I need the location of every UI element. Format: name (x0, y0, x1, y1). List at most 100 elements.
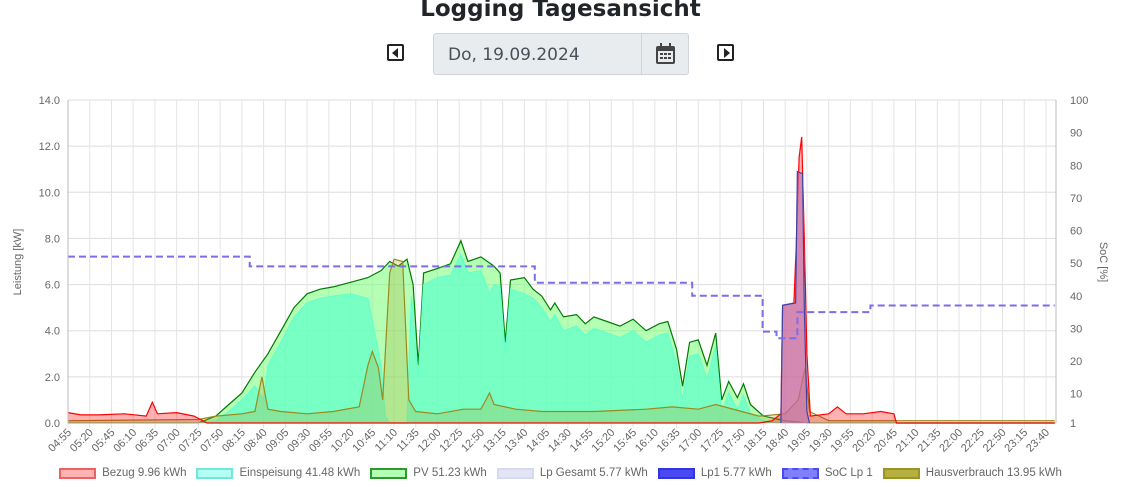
legend-swatch (370, 467, 408, 479)
date-value: Do, 19.09.2024 (448, 45, 580, 65)
x-tick-label: 10:20 (329, 427, 357, 455)
y2-tick-label: 40 (1070, 291, 1082, 303)
date-input[interactable]: Do, 19.09.2024 (433, 33, 689, 75)
x-tick-label: 07:50 (198, 427, 226, 455)
legend-item[interactable]: PV 51.23 kWh (370, 467, 487, 479)
next-day-button[interactable] (717, 44, 734, 61)
x-tick-label: 22:25 (959, 427, 987, 455)
legend-label: Hausverbrauch 13.95 kWh (925, 467, 1062, 479)
x-tick-label: 23:15 (1002, 427, 1030, 455)
y-tick-label: 8.0 (45, 233, 60, 245)
series-line-lp1 (780, 170, 811, 424)
x-tick-label: 12:50 (459, 427, 487, 455)
legend-label: SoC Lp 1 (824, 467, 873, 479)
legend-swatch (196, 467, 234, 479)
legend-item[interactable]: Einspeisung 41.48 kWh (196, 467, 360, 479)
x-tick-label: 20:20 (850, 427, 878, 455)
x-tick-label: 10:45 (350, 427, 378, 455)
x-tick-label: 17:00 (676, 427, 704, 455)
legend-swatch (882, 467, 920, 479)
x-tick-label: 06:10 (111, 427, 139, 455)
legend-item[interactable]: Lp Gesamt 5.77 kWh (496, 467, 648, 479)
y2-tick-label: 1 (1070, 418, 1076, 430)
x-tick-label: 21:10 (894, 427, 922, 455)
y-tick-label: 6.0 (45, 280, 60, 292)
y2-tick-label: 90 (1070, 128, 1082, 140)
x-tick-label: 08:15 (220, 427, 248, 455)
x-tick-label: 18:15 (742, 427, 770, 455)
x-tick-label: 21:35 (916, 427, 944, 455)
x-tick-label: 19:05 (785, 427, 813, 455)
legend-label: PV 51.23 kWh (413, 467, 487, 479)
series-line-einspeisung (68, 253, 1055, 424)
x-tick-label: 07:25 (177, 427, 205, 455)
y2-tick-label: 100 (1070, 95, 1088, 107)
x-tick-label: 17:25 (698, 427, 726, 455)
energy-chart: 0.0 2.0 4.0 6.0 8.0 10.0 12.0 14.0 1 10 20 30 40 50 60… (12, 95, 1109, 455)
x-tick-label: 09:05 (264, 427, 292, 455)
legend-label: Bezug 9.96 kWh (102, 467, 187, 479)
chart-legend: Bezug 9.96 kWh Einspeisung 41.48 kWh PV 51… (0, 467, 1121, 479)
legend-item[interactable]: Hausverbrauch 13.95 kWh (882, 467, 1062, 479)
page-title: Logging Tagesansicht (420, 0, 701, 22)
y2-tick-label: 50 (1070, 258, 1082, 270)
legend-label: Einspeisung 41.48 kWh (239, 467, 361, 479)
x-tick-label: 19:55 (829, 427, 857, 455)
x-tick-label: 12:00 (416, 427, 444, 455)
series-line-soc (68, 255, 1055, 340)
x-tick-label: 16:10 (633, 427, 661, 455)
legend-swatch (496, 467, 534, 479)
series-area-lp (780, 171, 810, 423)
y2-tick-label: 30 (1070, 323, 1082, 335)
x-tick-label: 23:40 (1024, 427, 1052, 455)
caret-right-icon (724, 48, 730, 58)
caret-left-icon (392, 48, 398, 58)
x-tick-label: 20:45 (872, 427, 900, 455)
legend-item[interactable]: SoC Lp 1 (781, 467, 873, 479)
series-line-hausverbrauch (67, 258, 1055, 422)
x-tick-label: 18:40 (763, 427, 791, 455)
x-tick-label: 14:55 (568, 427, 596, 455)
y-tick-label: 14.0 (39, 95, 60, 107)
legend-swatch (781, 467, 819, 479)
y2-tick-label: 10 (1070, 389, 1082, 401)
legend-swatch (59, 467, 97, 479)
series-area-lp1 (780, 171, 810, 423)
right-axis-title: SoC [%] (1097, 242, 1109, 282)
x-tick-label: 06:35 (133, 427, 161, 455)
x-tick-label: 15:45 (611, 427, 639, 455)
calendar-icon (656, 43, 675, 64)
y2-tick-label: 80 (1070, 160, 1082, 172)
legend-item[interactable]: Bezug 9.96 kWh (59, 467, 186, 479)
x-tick-label: 05:45 (90, 427, 118, 455)
previous-day-button[interactable] (387, 44, 404, 61)
y-tick-label: 2.0 (45, 372, 60, 384)
x-tick-label: 04:55 (46, 427, 74, 455)
calendar-button[interactable] (641, 34, 690, 74)
legend-label: Lp1 5.77 kWh (700, 467, 772, 479)
x-tick-label: 07:00 (155, 427, 183, 455)
x-tick-label: 15:20 (590, 427, 618, 455)
y-tick-label: 4.0 (45, 326, 60, 338)
x-tick-label: 11:10 (373, 427, 400, 454)
x-tick-label: 19:30 (807, 427, 835, 455)
x-tick-label: 12:25 (437, 427, 465, 455)
series-area-einspeisung (68, 254, 1055, 423)
x-tick-label: 13:15 (481, 427, 509, 455)
x-tick-label: 16:35 (655, 427, 683, 455)
x-tick-label: 11:35 (394, 427, 421, 454)
legend-swatch (657, 467, 695, 479)
x-tick-label: 09:55 (307, 427, 335, 455)
x-tick-label: 14:30 (546, 427, 574, 455)
y2-tick-label: 60 (1070, 226, 1082, 238)
y-tick-label: 12.0 (39, 141, 60, 153)
x-tick-label: 05:20 (68, 427, 96, 455)
legend-item[interactable]: Lp1 5.77 kWh (657, 467, 772, 479)
x-tick-label: 17:50 (720, 427, 748, 455)
x-tick-label: 22:50 (981, 427, 1009, 455)
x-tick-label: 22:00 (937, 427, 965, 455)
x-tick-label: 13:40 (503, 427, 531, 455)
x-tick-label: 09:30 (285, 427, 313, 455)
x-tick-label: 08:40 (242, 427, 270, 455)
series-line-pv (68, 239, 1055, 424)
